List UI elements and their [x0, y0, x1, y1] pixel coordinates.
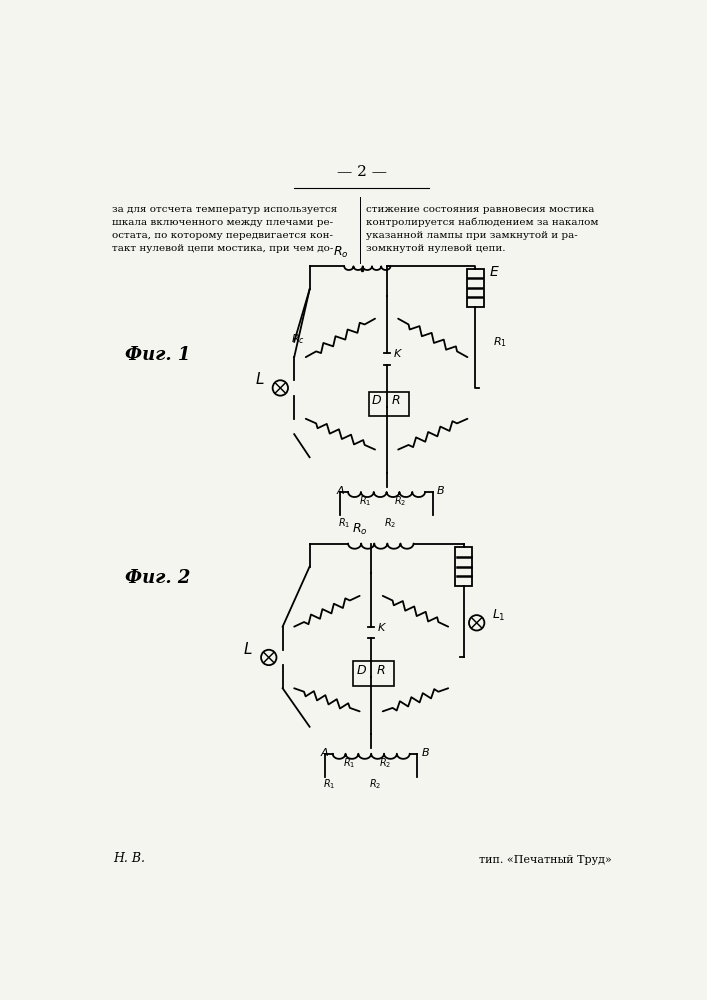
Bar: [455, 547, 472, 586]
Text: за для отсчета температур используется: за для отсчета температур используется: [112, 205, 337, 214]
Bar: [354, 661, 394, 686]
Text: такт нулевой цепи мостика, при чем до-: такт нулевой цепи мостика, при чем до-: [112, 244, 333, 253]
Text: $K$: $K$: [378, 621, 387, 633]
Text: стижение состояния равновесия мостика: стижение состояния равновесия мостика: [366, 205, 594, 214]
Text: $R_c$: $R_c$: [291, 332, 305, 346]
Text: Н. В.: Н. В.: [113, 852, 145, 865]
Text: — 2 —: — 2 —: [337, 165, 387, 179]
Text: остата, по которому передвигается кон-: остата, по которому передвигается кон-: [112, 231, 333, 240]
Text: $R_1$: $R_1$: [359, 494, 371, 508]
Text: $D$: $D$: [371, 394, 382, 407]
Text: $A$: $A$: [336, 484, 345, 496]
Text: $K$: $K$: [393, 347, 403, 359]
Text: $E$: $E$: [489, 265, 500, 279]
Text: $L_1$: $L_1$: [492, 608, 506, 623]
Bar: [467, 269, 484, 307]
Text: $L$: $L$: [243, 641, 253, 657]
Text: $R_1$: $R_1$: [338, 516, 351, 530]
Text: $R_o$: $R_o$: [332, 245, 349, 260]
Text: $R$: $R$: [391, 394, 401, 407]
Text: $R$: $R$: [375, 664, 385, 677]
Text: $R_2$: $R_2$: [385, 516, 397, 530]
Text: Фиг. 1: Фиг. 1: [125, 346, 191, 364]
Text: $B$: $B$: [436, 484, 445, 496]
Text: $R_2$: $R_2$: [379, 756, 391, 770]
Text: контролируется наблюдением за накалом: контролируется наблюдением за накалом: [366, 218, 598, 227]
Text: зомкнутой нулевой цепи.: зомкнутой нулевой цепи.: [366, 244, 506, 253]
Text: $B$: $B$: [421, 746, 430, 758]
Text: Фиг. 2: Фиг. 2: [125, 569, 191, 587]
Text: шкала включенного между плечами ре-: шкала включенного между плечами ре-: [112, 218, 333, 227]
Text: $R_2$: $R_2$: [395, 494, 407, 508]
Text: указанной лампы при замкнутой и ра-: указанной лампы при замкнутой и ра-: [366, 231, 578, 240]
Text: $R_1$: $R_1$: [493, 336, 507, 349]
Text: $R_o$: $R_o$: [352, 522, 368, 537]
Text: $A$: $A$: [320, 746, 329, 758]
Text: $R_1$: $R_1$: [344, 756, 356, 770]
Bar: [369, 392, 409, 416]
Text: $D$: $D$: [356, 664, 367, 677]
Text: $R_1$: $R_1$: [322, 778, 335, 791]
Text: $L$: $L$: [255, 371, 264, 387]
Text: тип. «Печатный Труд»: тип. «Печатный Труд»: [479, 855, 612, 865]
Text: $R_2$: $R_2$: [369, 778, 381, 791]
